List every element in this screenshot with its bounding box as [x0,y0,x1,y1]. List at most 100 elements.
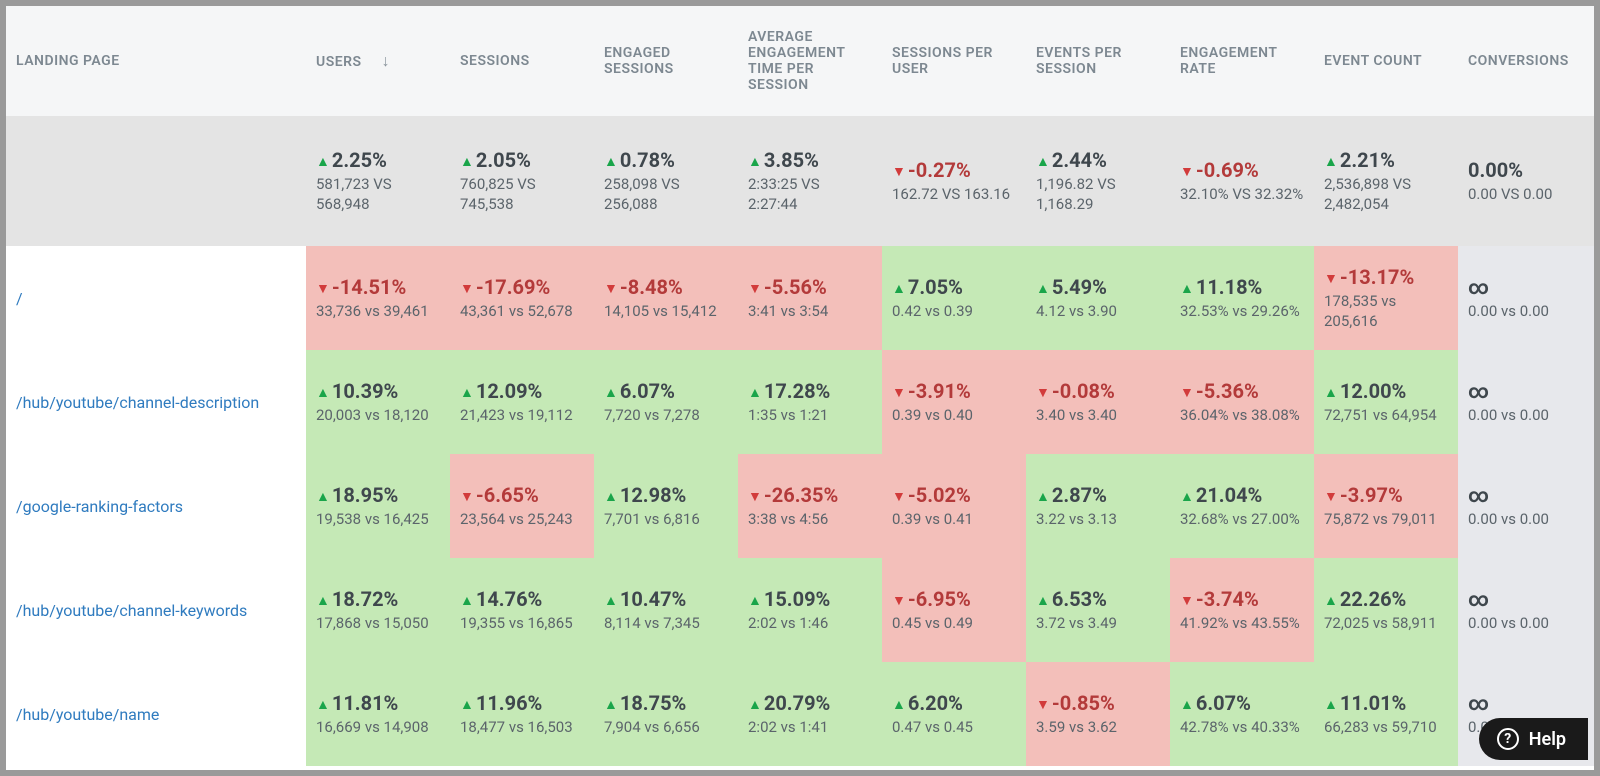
metric-cell-engaged_sessions: ▲12.98% 7,701 vs 6,816 [594,454,738,558]
landing-page-link[interactable]: /hub/youtube/channel-keywords [16,601,247,620]
summary-cell-users: ▲2.25%581,723 VS 568,948 [306,116,450,246]
comparison-values: 16,669 vs 14,908 [316,718,429,736]
metric-cell-event_count: ▼-13.17%178,535 vs 205,616 [1314,246,1458,350]
comparison-values: 0.00 vs 0.00 [1468,614,1549,632]
comparison-values: 760,825 VS 745,538 [460,175,536,213]
summary-cell-sessions: ▲2.05%760,825 VS 745,538 [450,116,594,246]
comparison-values: 41.92% vs 43.55% [1180,614,1300,632]
metric-cell-conversions: ∞0.00 vs 0.00 [1458,454,1600,558]
metric-cell-sessions: ▲12.09%21,423 vs 19,112 [450,350,594,454]
comparison-values: 0.00 vs 0.00 [1468,406,1549,424]
help-icon: ? [1497,728,1519,750]
delta-pct: ∞ [1468,691,1592,715]
landing-page-link[interactable]: / [16,289,23,308]
landing-page-link[interactable]: /google-ranking-factors [16,497,183,516]
comparison-values: 3.22 vs 3.13 [1036,510,1117,528]
table-row: /google-ranking-factors ▲18.95%19,538 vs … [6,454,1600,558]
col-header-engagement_rate[interactable]: ENGAGEMENT RATE [1170,6,1314,116]
delta-pct: ▲6.53% [1036,587,1160,611]
comparison-values: 3.40 vs 3.40 [1036,406,1117,424]
col-header-label: LANDING PAGE [16,53,120,69]
metric-cell-sessions: ▲14.76% 19,355 vs 16,865 [450,558,594,662]
delta-pct: ▼-3.91% [892,379,1016,403]
comparison-values: 3.59 vs 3.62 [1036,718,1117,736]
metric-cell-event_count: ▼-3.97%75,872 vs 79,011 [1314,454,1458,558]
delta-pct: ▲15.09% [748,587,872,611]
landing-page-comparison-table: LANDING PAGE USERS↓ SESSIONS ENGAGED SESSIO… [6,6,1600,766]
delta-pct: ▲10.47% [604,587,728,611]
comparison-values: 0.47 vs 0.45 [892,718,973,736]
metric-cell-sessions_per_user: ▲6.20%0.47 vs 0.45 [882,662,1026,766]
metric-cell-conversions: ∞0.00 vs 0.00 [1458,558,1600,662]
comparison-values: 162.72 VS 163.16 [892,185,1010,203]
comparison-values: 32.10% VS 32.32% [1180,185,1303,203]
comparison-values: 66,283 vs 59,710 [1324,718,1437,736]
metric-cell-engagement_rate: ▼-3.74%41.92% vs 43.55% [1170,558,1314,662]
col-header-label: CONVERSIONS [1468,53,1569,69]
metric-cell-avg_eng_time: ▲20.79%2:02 vs 1:41 [738,662,882,766]
delta-pct: ▲2.44% [1036,148,1160,172]
col-header-label: ENGAGEMENT RATE [1180,45,1304,77]
landing-page-link[interactable]: /hub/youtube/channel-description [16,393,259,412]
comparison-values: 2:33:25 VS 2:27:44 [748,175,820,213]
col-header-event_count[interactable]: EVENT COUNT [1314,6,1458,116]
delta-pct: ▲14.76% [460,587,584,611]
comparison-values: 7,701 vs 6,816 [604,510,700,528]
landing-page-cell: /hub/youtube/name [6,662,306,766]
metric-cell-engagement_rate: ▲11.18%32.53% vs 29.26% [1170,246,1314,350]
metric-cell-avg_eng_time: ▼-26.35%3:38 vs 4:56 [738,454,882,558]
sort-arrow-down-icon: ↓ [382,51,391,71]
col-header-conversions[interactable]: CONVERSIONS [1458,6,1600,116]
comparison-values: 19,355 vs 16,865 [460,614,573,632]
col-header-label: EVENT COUNT [1324,53,1422,69]
delta-pct: ▲2.21% [1324,148,1448,172]
col-header-engaged_sessions[interactable]: ENGAGED SESSIONS [594,6,738,116]
metric-cell-users: ▲18.95%19,538 vs 16,425 [306,454,450,558]
metric-cell-users: ▲10.39%20,003 vs 18,120 [306,350,450,454]
summary-cell-sessions_per_user: ▼-0.27%162.72 VS 163.16 [882,116,1026,246]
metric-cell-events_per_session: ▼-0.85%3.59 vs 3.62 [1026,662,1170,766]
metric-cell-sessions_per_user: ▼-3.91%0.39 vs 0.40 [882,350,1026,454]
landing-page-link[interactable]: /hub/youtube/name [16,705,159,724]
col-header-landing_page[interactable]: LANDING PAGE [6,6,306,116]
delta-pct: ▲5.49% [1036,275,1160,299]
comparison-values: 2:02 vs 1:46 [748,614,828,632]
delta-pct: ▲11.18% [1180,275,1304,299]
col-header-label: SESSIONS [460,53,530,69]
summary-cell-conversions: 0.00%0.00 VS 0.00 [1458,116,1600,246]
comparison-values: 3:41 vs 3:54 [748,302,828,320]
comparison-values: 0.42 vs 0.39 [892,302,973,320]
metric-cell-conversions: ∞0.00 vs 0.00 [1458,350,1600,454]
delta-pct: ▲11.96% [460,691,584,715]
comparison-values: 21,423 vs 19,112 [460,406,573,424]
comparison-values: 32.68% vs 27.00% [1180,510,1300,528]
col-header-events_per_session[interactable]: EVENTS PER SESSION [1026,6,1170,116]
comparison-values: 3:38 vs 4:56 [748,510,828,528]
table-row: /hub/youtube/channel-keywords▲18.72%17,8… [6,558,1600,662]
comparison-values: 0.39 vs 0.41 [892,510,973,528]
delta-pct: ▼-17.69% [460,275,584,299]
metric-cell-engagement_rate: ▲6.07%42.78% vs 40.33% [1170,662,1314,766]
delta-pct: ▲12.98% [604,483,728,507]
comparison-values: 581,723 VS 568,948 [316,175,392,213]
comparison-values: 20,003 vs 18,120 [316,406,429,424]
col-header-users[interactable]: USERS↓ [306,6,450,116]
summary-cell-engaged_sessions: ▲0.78%258,098 VS 256,088 [594,116,738,246]
landing-page-cell: /google-ranking-factors [6,454,306,558]
summary-cell-engagement_rate: ▼-0.69%32.10% VS 32.32% [1170,116,1314,246]
help-button[interactable]: ? Help [1479,718,1588,760]
metric-cell-sessions_per_user: ▼-6.95%0.45 vs 0.49 [882,558,1026,662]
landing-page-cell: /hub/youtube/channel-description [6,350,306,454]
summary-cell-events_per_session: ▲2.44%1,196.82 VS 1,168.29 [1026,116,1170,246]
col-header-sessions[interactable]: SESSIONS [450,6,594,116]
delta-pct: ▲7.05% [892,275,1016,299]
metric-cell-events_per_session: ▲6.53%3.72 vs 3.49 [1026,558,1170,662]
metric-cell-event_count: ▲11.01%66,283 vs 59,710 [1314,662,1458,766]
comparison-values: 2,536,898 VS 2,482,054 [1324,175,1411,213]
col-header-avg_eng_time[interactable]: AVERAGE ENGAGEMENT TIME PER SESSION [738,6,882,116]
metric-cell-sessions: ▼-17.69%43,361 vs 52,678 [450,246,594,350]
col-header-sessions_per_user[interactable]: SESSIONS PER USER [882,6,1026,116]
comparison-values: 1:35 vs 1:21 [748,406,828,424]
delta-pct: ▲22.26% [1324,587,1448,611]
col-header-label: ENGAGED SESSIONS [604,45,728,77]
